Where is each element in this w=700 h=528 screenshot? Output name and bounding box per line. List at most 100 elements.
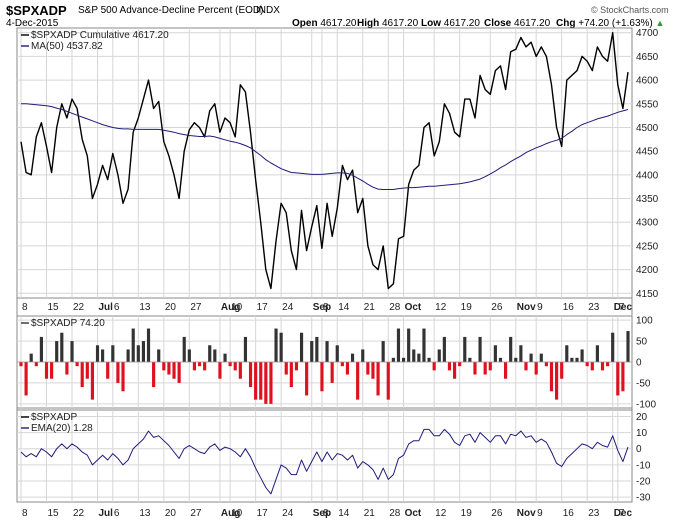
x-tick-label: 28 bbox=[389, 302, 401, 313]
bar-mark bbox=[213, 349, 217, 362]
chart-symbol: $SPXADP bbox=[6, 3, 67, 18]
x-tick-label: 7 bbox=[619, 302, 625, 313]
bar-mark bbox=[575, 357, 579, 362]
bar-mark bbox=[519, 345, 523, 362]
x-tick-label: 28 bbox=[389, 508, 401, 519]
bar-mark bbox=[606, 362, 610, 367]
x-tick-label: 7 bbox=[619, 508, 625, 519]
bar-mark bbox=[335, 345, 339, 362]
panel-1-border bbox=[16, 27, 633, 299]
bar-mark bbox=[381, 341, 385, 362]
series-line-ma-50 bbox=[21, 103, 629, 190]
x-tick-label: Jul bbox=[99, 302, 114, 313]
y-tick-label: -20 bbox=[636, 477, 651, 488]
legend-label: $SPXADP bbox=[31, 412, 77, 423]
bar-mark bbox=[376, 362, 380, 396]
bar-mark bbox=[274, 328, 278, 362]
bar-mark bbox=[75, 362, 79, 367]
bar-mark bbox=[126, 349, 130, 362]
bar-mark bbox=[611, 332, 615, 362]
bar-mark bbox=[509, 336, 513, 362]
bar-mark bbox=[340, 362, 344, 367]
bar-mark bbox=[310, 341, 314, 362]
legend-label: $SPXADP 74.20 bbox=[31, 318, 105, 329]
bar-mark bbox=[116, 362, 120, 383]
series-line-spxadp-cumulative bbox=[20, 32, 629, 290]
bar-mark bbox=[580, 349, 584, 362]
bar-mark bbox=[437, 349, 441, 362]
x-tick-label: 13 bbox=[139, 508, 151, 519]
bar-mark bbox=[488, 362, 492, 371]
x-tick-label: 20 bbox=[165, 508, 177, 519]
bar-mark bbox=[259, 362, 263, 400]
bar-mark bbox=[101, 349, 105, 362]
x-tick-label: 26 bbox=[491, 508, 503, 519]
y-tick-label: 4150 bbox=[636, 289, 659, 300]
x-tick-label: Sep bbox=[313, 302, 331, 313]
bar-mark bbox=[85, 362, 89, 379]
y-tick-label: 0 bbox=[636, 358, 642, 369]
y-tick-label: 4400 bbox=[636, 170, 659, 181]
bar-mark bbox=[366, 362, 370, 375]
bar-mark bbox=[447, 362, 452, 371]
bar-mark bbox=[136, 345, 140, 362]
x-tick-label: 9 bbox=[537, 302, 543, 313]
bar-mark bbox=[44, 362, 49, 379]
bar-mark bbox=[55, 341, 59, 362]
x-tick-label: 22 bbox=[73, 302, 85, 313]
x-tick-label: 21 bbox=[364, 302, 376, 313]
bar-mark bbox=[361, 349, 365, 362]
bar-mark bbox=[238, 362, 242, 379]
x-tick-label: 9 bbox=[537, 508, 543, 519]
chg-label: Chg bbox=[556, 18, 576, 29]
x-tick-label: 27 bbox=[190, 302, 202, 313]
x-tick-label: Aug bbox=[221, 302, 240, 313]
x-tick-label: 14 bbox=[338, 302, 350, 313]
bar-mark bbox=[192, 362, 197, 371]
panel-2-legend: $SPXADP 74.20 bbox=[21, 318, 105, 329]
chart-name: S&P 500 Advance-Decline Percent (EOD) bbox=[78, 5, 264, 16]
bar-mark bbox=[320, 362, 324, 392]
bar-mark bbox=[407, 328, 411, 362]
bar-mark bbox=[549, 362, 554, 392]
bar-mark bbox=[396, 328, 401, 362]
bar-mark bbox=[111, 345, 115, 362]
bar-mark bbox=[157, 349, 161, 362]
bar-mark bbox=[284, 362, 288, 375]
bar-mark bbox=[203, 362, 207, 371]
x-tick-label: 12 bbox=[435, 302, 447, 313]
x-tick-label: 12 bbox=[435, 508, 447, 519]
watermark: © StockCharts.com bbox=[591, 5, 669, 15]
bar-mark bbox=[401, 357, 406, 362]
x-tick-label: 27 bbox=[190, 508, 202, 519]
bar-mark bbox=[233, 362, 237, 371]
bar-mark bbox=[24, 362, 28, 396]
low-value: 4617.20 bbox=[443, 18, 480, 29]
x-tick-label: 16 bbox=[563, 302, 575, 313]
bar-mark bbox=[106, 362, 110, 379]
bar-mark bbox=[534, 362, 538, 375]
bar-mark bbox=[228, 362, 232, 367]
bar-mark bbox=[345, 362, 350, 375]
bar-mark bbox=[146, 328, 151, 362]
bar-mark bbox=[529, 353, 533, 362]
bar-mark bbox=[473, 362, 477, 375]
chart-date: 4-Dec-2015 bbox=[6, 18, 59, 29]
bar-mark bbox=[432, 362, 436, 371]
x-tick-label: 15 bbox=[48, 508, 60, 519]
x-tick-label: 8 bbox=[323, 302, 329, 313]
x-tick-label: 17 bbox=[257, 508, 269, 519]
high-label: High bbox=[357, 18, 380, 29]
bar-mark bbox=[254, 362, 258, 400]
x-tick-label: Dec bbox=[614, 508, 633, 519]
open-value: 4617.20 bbox=[320, 18, 357, 29]
x-tick-label: Oct bbox=[405, 302, 422, 313]
bar-mark bbox=[417, 353, 421, 362]
bar-mark bbox=[95, 345, 100, 362]
x-tick-label: 19 bbox=[461, 508, 473, 519]
bar-mark bbox=[555, 362, 559, 400]
bar-mark bbox=[50, 362, 54, 379]
x-tick-label: 17 bbox=[257, 302, 269, 313]
bar-mark bbox=[289, 362, 293, 388]
